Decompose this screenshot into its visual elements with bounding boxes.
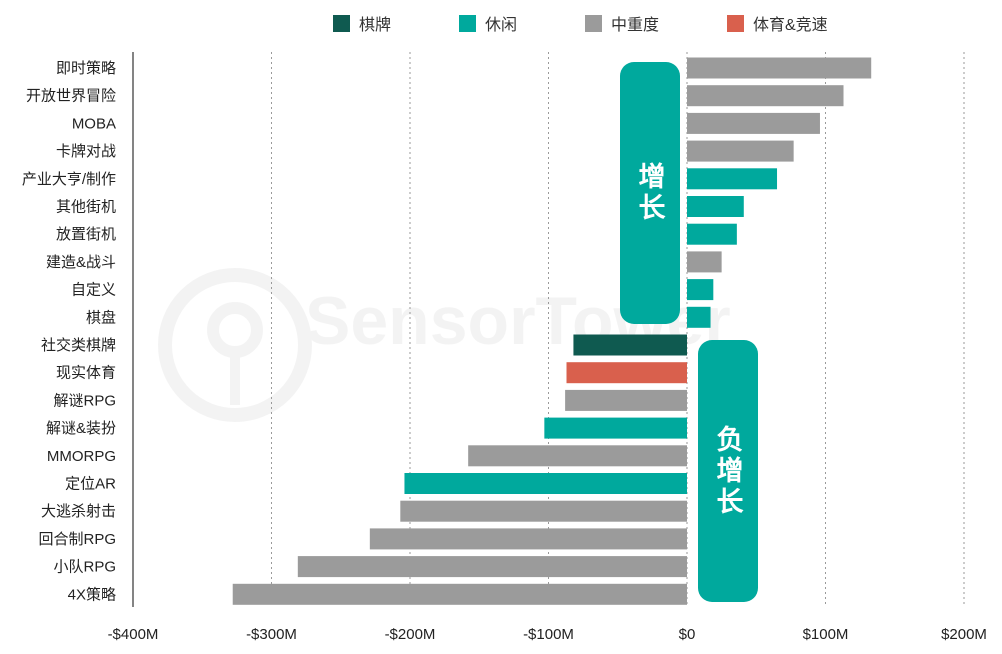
category-label: 其他街机 [56,199,116,216]
category-label: 建造&战斗 [46,254,116,271]
legend-swatch [459,14,476,32]
category-label: MMORPG [47,448,116,465]
legend-item-chess-cards: 棋牌 [333,11,391,35]
legend-label: 中重度 [611,17,660,34]
bar [400,500,687,522]
legend-item-sports-racing: 体育&竞速 [727,11,828,35]
bar [404,473,687,494]
category-label: 棋盘 [86,308,116,326]
category-label: 现实体育 [56,365,116,382]
category-label: 小队RPG [53,559,116,576]
legend-swatch [585,14,602,32]
category-label: 解谜RPG [53,392,116,409]
bar [687,196,744,217]
bar [232,583,687,605]
bar [573,334,687,356]
x-tick-label: -$200M [385,626,436,643]
category-label: 产业大亨/制作 [22,171,116,188]
negative-growth-callout: 负增长 [698,340,758,602]
x-tick-label: -$300M [246,626,297,643]
legend-swatch [727,14,744,32]
category-label: 定位AR [65,476,116,493]
bar [687,57,872,79]
x-tick-label: -$400M [108,626,159,643]
category-label: 回合制RPG [38,531,116,548]
category-label: 自定义 [71,282,116,299]
bar [369,528,687,550]
category-label: 4X策略 [68,586,116,603]
x-tick-label: $100M [803,626,849,643]
legend-item-casual: 休闲 [459,11,517,35]
x-tick-label: $200M [941,626,987,643]
x-tick-labels: -$400M -$300M -$200M -$100M $0 $100M $200M [108,626,987,643]
bar [565,389,687,411]
bar [687,112,820,134]
bar [468,445,687,467]
category-label: 社交类棋牌 [41,336,116,354]
legend-label: 休闲 [485,17,518,34]
bar [687,168,778,190]
x-tick-label: -$100M [523,626,574,643]
category-label: MOBA [72,115,116,132]
bar [687,279,714,301]
bars [232,57,872,605]
grid-lines [271,52,965,607]
category-label: 大逃杀射击 [41,503,116,520]
bar [687,251,722,273]
category-label: 解谜&装扮 [46,420,116,437]
category-label: 开放世界冒险 [26,88,116,105]
bar [687,223,737,245]
x-tick-label: $0 [679,626,696,643]
legend-label: 体育&竞速 [753,17,828,34]
bar [544,417,687,439]
legend-item-midcore: 中重度 [585,11,659,35]
category-label: 放置街机 [56,226,116,243]
growth-callout: 增长 [620,62,680,324]
bar [687,306,711,328]
bar [297,556,687,578]
legend-label: 棋牌 [359,17,392,34]
legend: 棋牌 休闲 中重度 体育&竞速 [0,9,1002,35]
category-label: 即时策略 [56,60,116,77]
bar [566,362,687,384]
bar [687,140,794,162]
legend-swatch [333,14,350,32]
category-label: 卡牌对战 [56,143,116,160]
bar [687,85,844,107]
